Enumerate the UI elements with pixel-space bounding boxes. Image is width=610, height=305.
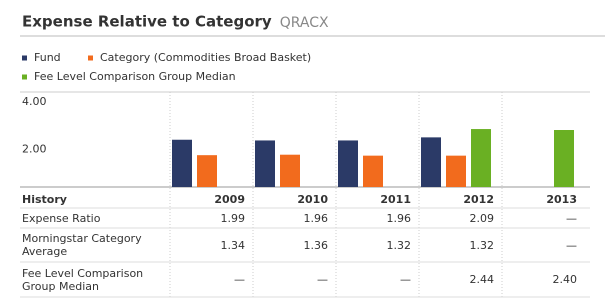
legend-label: Fund <box>34 51 61 64</box>
table-value: 2.09 <box>469 211 495 225</box>
bar <box>471 129 491 187</box>
legend-label: Fee Level Comparison Group Median <box>34 70 236 83</box>
bar <box>172 139 192 187</box>
year-header: 2011 <box>380 193 411 206</box>
legend-swatch <box>88 55 93 61</box>
table-value: 1.32 <box>386 238 412 252</box>
chart-title: Expense Relative to Category <box>22 13 272 31</box>
bar <box>421 137 441 187</box>
table-value: — <box>317 273 328 286</box>
bar <box>280 154 300 187</box>
table-value: — <box>234 273 245 286</box>
row-header: History <box>22 193 67 206</box>
legend-swatch <box>22 74 27 80</box>
table-value: 1.96 <box>303 211 329 225</box>
table-value: — <box>400 273 411 286</box>
table-value: 2.40 <box>552 273 578 286</box>
table-value: 1.96 <box>386 211 412 225</box>
bar <box>363 155 383 187</box>
y-tick-label: 4.00 <box>22 95 47 108</box>
y-tick-label: 2.00 <box>22 143 47 156</box>
legend-label: Category (Commodities Broad Basket) <box>100 51 311 64</box>
row-label: Morningstar Category Average <box>22 232 142 258</box>
bar <box>255 140 275 187</box>
year-header: 2013 <box>546 193 577 206</box>
bar <box>446 155 466 187</box>
table-value: 2.44 <box>469 273 495 286</box>
table-value: 1.36 <box>303 238 329 252</box>
chart-subtitle: QRACX <box>280 15 329 31</box>
table-value: 1.32 <box>469 238 495 252</box>
table-value: — <box>566 211 577 225</box>
legend-swatch <box>22 55 27 61</box>
year-header: 2010 <box>297 193 328 206</box>
row-label: Fee Level Comparison Group Median <box>22 266 144 293</box>
table-value: — <box>566 238 577 252</box>
year-header: 2012 <box>463 193 494 206</box>
table-value: 1.34 <box>220 238 246 252</box>
year-header: 2009 <box>214 193 245 206</box>
row-label: Expense Ratio <box>22 211 101 225</box>
bar <box>338 140 358 187</box>
bar <box>554 130 574 187</box>
bar <box>197 155 217 187</box>
table-value: 1.99 <box>220 211 246 225</box>
